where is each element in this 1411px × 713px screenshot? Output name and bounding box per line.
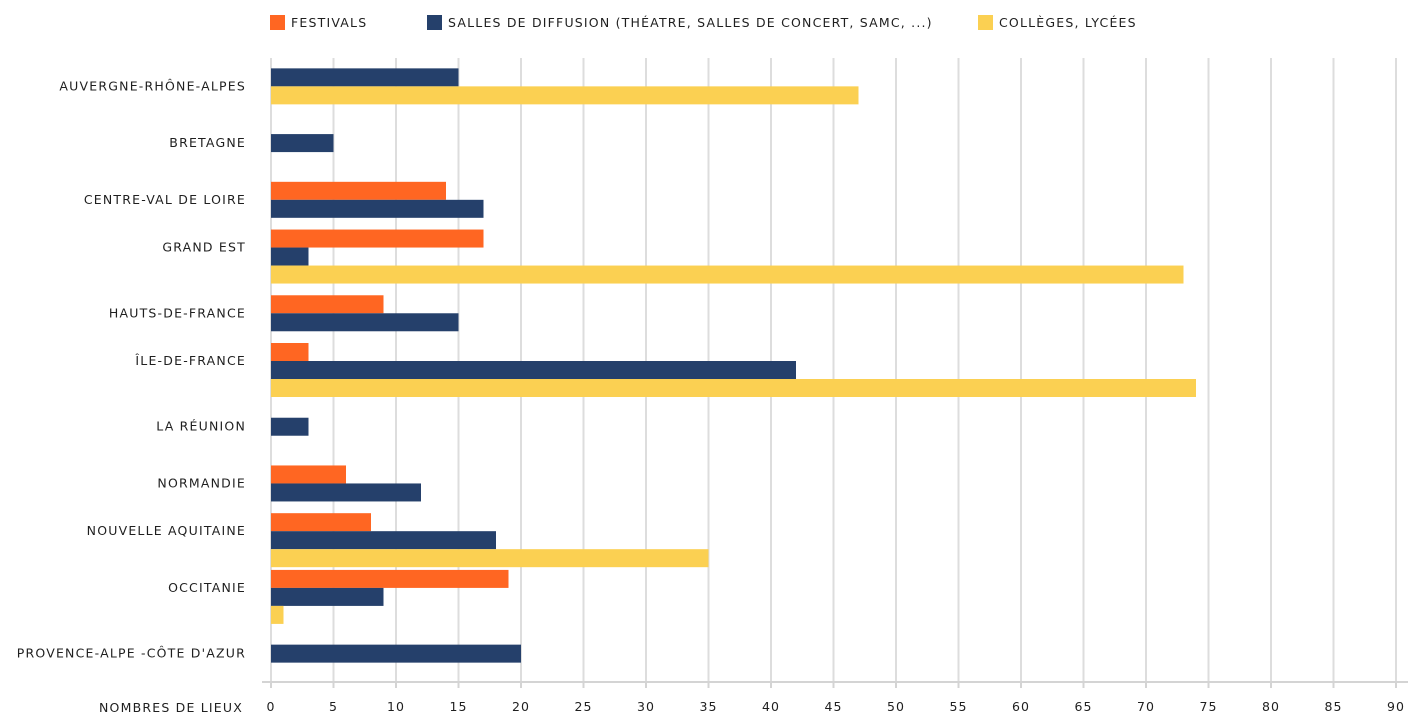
bar: [271, 343, 309, 361]
bar: [271, 229, 484, 248]
category-label: NOUVELLE AQUITAINE: [87, 523, 246, 538]
bar: [271, 134, 334, 153]
category-label: AUVERGNE-RHÔNE-ALPES: [59, 78, 246, 93]
bar: [271, 549, 709, 568]
bar: [271, 513, 371, 532]
legend-item-festivals: FESTIVALS: [270, 15, 367, 30]
legend-item-salles: SALLES DE DIFFUSION (THÉATRE, SALLES DE …: [427, 15, 933, 30]
category-labels: AUVERGNE-RHÔNE-ALPES BRETAGNE CENTRE-VAL D…: [17, 78, 246, 661]
category-label: PROVENCE-ALPE -CÔTE D'AZUR: [17, 646, 246, 661]
bar: [271, 295, 384, 314]
bar: [271, 68, 459, 87]
x-tick-label: 40: [762, 699, 780, 713]
category-label: NORMANDIE: [157, 475, 246, 490]
category-label: HAUTS-DE-FRANCE: [109, 305, 246, 320]
legend-swatch-colleges: [978, 15, 993, 30]
bar: [271, 644, 521, 663]
bar: [271, 465, 346, 484]
x-tick-label: 5: [329, 699, 338, 713]
x-tick-label: 10: [387, 699, 405, 713]
x-tick-label: 30: [637, 699, 655, 713]
x-tick-label: 25: [575, 699, 593, 713]
x-tick-label: 70: [1137, 699, 1155, 713]
legend-swatch-salles: [427, 15, 442, 30]
x-tick-label: 0: [267, 699, 276, 713]
x-tick-label: 35: [700, 699, 718, 713]
x-tick-label: 50: [887, 699, 905, 713]
x-axis: 0 5 10 15 20 25 30 35 40 45 50 55 60 65 70 75 80 85 90: [262, 681, 1408, 713]
category-label: LA RÉUNION: [156, 419, 246, 434]
category-label: OCCITANIE: [168, 580, 246, 595]
bar: [271, 417, 309, 436]
x-tick-label: 80: [1262, 699, 1280, 713]
bar: [271, 361, 796, 379]
bar: [271, 531, 496, 550]
bar: [271, 199, 484, 218]
x-tick-label: 60: [1012, 699, 1030, 713]
bar: [271, 86, 859, 105]
category-label: BRETAGNE: [169, 135, 246, 150]
legend-label-festivals: FESTIVALS: [291, 15, 368, 30]
x-tick-label: 90: [1387, 699, 1405, 713]
bar: [271, 569, 509, 588]
category-label: CENTRE-VAL DE LOIRE: [84, 192, 246, 207]
legend-swatch-festivals: [270, 15, 285, 30]
x-tick-label: 15: [450, 699, 468, 713]
bar: [271, 181, 446, 200]
bars: [271, 68, 1196, 663]
bar: [271, 379, 1196, 397]
legend-label-colleges: COLLÈGES, LYCÉES: [999, 15, 1137, 30]
x-tick-label: 65: [1075, 699, 1093, 713]
bar: [271, 265, 1184, 284]
x-tick-label: 20: [512, 699, 530, 713]
bar: [271, 313, 459, 332]
category-label: ÎLE-DE-FRANCE: [134, 353, 246, 368]
bar: [271, 587, 384, 606]
bar: [271, 605, 284, 624]
bar: [271, 247, 309, 266]
x-tick-label: 45: [825, 699, 843, 713]
bar: [271, 483, 421, 502]
legend-label-salles: SALLES DE DIFFUSION (THÉATRE, SALLES DE …: [448, 15, 933, 30]
x-tick-label: 85: [1325, 699, 1343, 713]
category-label: GRAND EST: [162, 240, 246, 255]
x-tick-label: 75: [1200, 699, 1218, 713]
chart-legend: FESTIVALS SALLES DE DIFFUSION (THÉATRE, …: [0, 15, 1411, 35]
legend-item-colleges: COLLÈGES, LYCÉES: [978, 15, 1137, 30]
x-axis-label: NOMBRES DE LIEUX: [99, 700, 243, 713]
x-tick-label: 55: [950, 699, 968, 713]
